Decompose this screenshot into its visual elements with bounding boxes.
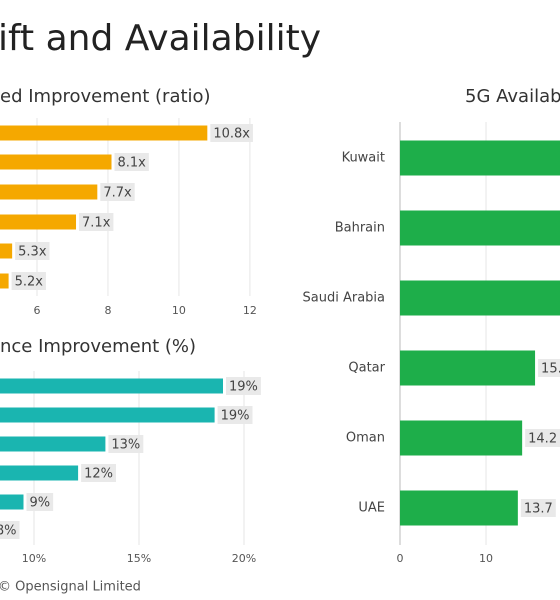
x-tick-label: 10% — [22, 552, 46, 565]
value-label-bg — [79, 213, 114, 231]
value-label: 5.3x — [18, 245, 47, 260]
value-label-bg — [0, 521, 20, 539]
value-label: 9% — [30, 496, 51, 511]
footer: © Opensignal Limited — [0, 580, 141, 595]
bar — [0, 184, 98, 200]
category-label: Bahrain — [335, 221, 385, 236]
bar — [400, 280, 560, 316]
bar — [0, 378, 223, 394]
value-label-bg — [11, 272, 46, 290]
chart-title: 5G Availab — [465, 86, 560, 107]
page-title: ift and Availability — [0, 18, 321, 59]
bar — [0, 273, 9, 289]
bar — [0, 436, 106, 452]
value-label: 8.1x — [118, 156, 147, 171]
value-label: 13% — [111, 438, 140, 453]
chart-title: ed Improvement (ratio) — [0, 86, 211, 107]
value-label: 19% — [229, 380, 258, 395]
bar — [0, 243, 13, 259]
bar — [0, 214, 77, 230]
value-label-bg — [226, 377, 261, 395]
value-label-bg — [114, 153, 149, 171]
x-tick-label: 12 — [243, 304, 257, 317]
value-label-bg — [15, 242, 50, 260]
x-tick-label: 8 — [104, 304, 111, 317]
value-label-bg — [210, 124, 253, 142]
value-label-bg — [217, 406, 253, 424]
value-label-bg — [100, 183, 135, 201]
value-label: 7.1x — [82, 216, 111, 231]
category-label: Saudi Arabia — [303, 291, 386, 306]
bar — [0, 154, 112, 170]
value-label: 15.7 — [541, 362, 560, 377]
bar — [0, 494, 24, 510]
x-tick-label: 10 — [479, 552, 493, 565]
bar — [0, 465, 79, 481]
value-label-bg — [520, 499, 556, 517]
x-tick-label: 0 — [397, 552, 404, 565]
chart-title: nce Improvement (%) — [0, 336, 196, 357]
value-label: 19% — [221, 409, 250, 424]
bar — [400, 490, 518, 526]
category-label: Kuwait — [342, 151, 385, 166]
category-label: Oman — [346, 431, 385, 446]
value-label-bg — [81, 464, 117, 482]
value-label: 7.7x — [103, 186, 132, 201]
bar — [0, 407, 215, 423]
value-label: 14.2 — [528, 432, 557, 447]
bar — [400, 210, 560, 246]
bar — [400, 350, 536, 386]
category-label: Qatar — [348, 361, 385, 376]
x-tick-label: 6 — [33, 304, 40, 317]
x-tick-label: 20% — [232, 552, 256, 565]
value-label-bg — [538, 359, 560, 377]
value-label: 8% — [0, 524, 17, 539]
value-label: 12% — [84, 467, 113, 482]
value-label-bg — [26, 493, 54, 511]
value-label: 5.2x — [15, 275, 44, 290]
bar — [400, 140, 560, 176]
x-tick-label: 10 — [172, 304, 186, 317]
value-label: 10.8x — [213, 127, 250, 142]
bar — [0, 125, 208, 141]
category-label: UAE — [358, 501, 385, 516]
bar — [400, 420, 523, 456]
x-tick-label: 15% — [127, 552, 151, 565]
value-label-bg — [525, 429, 560, 447]
value-label: 13.7 — [524, 502, 553, 517]
value-label-bg — [108, 435, 144, 453]
